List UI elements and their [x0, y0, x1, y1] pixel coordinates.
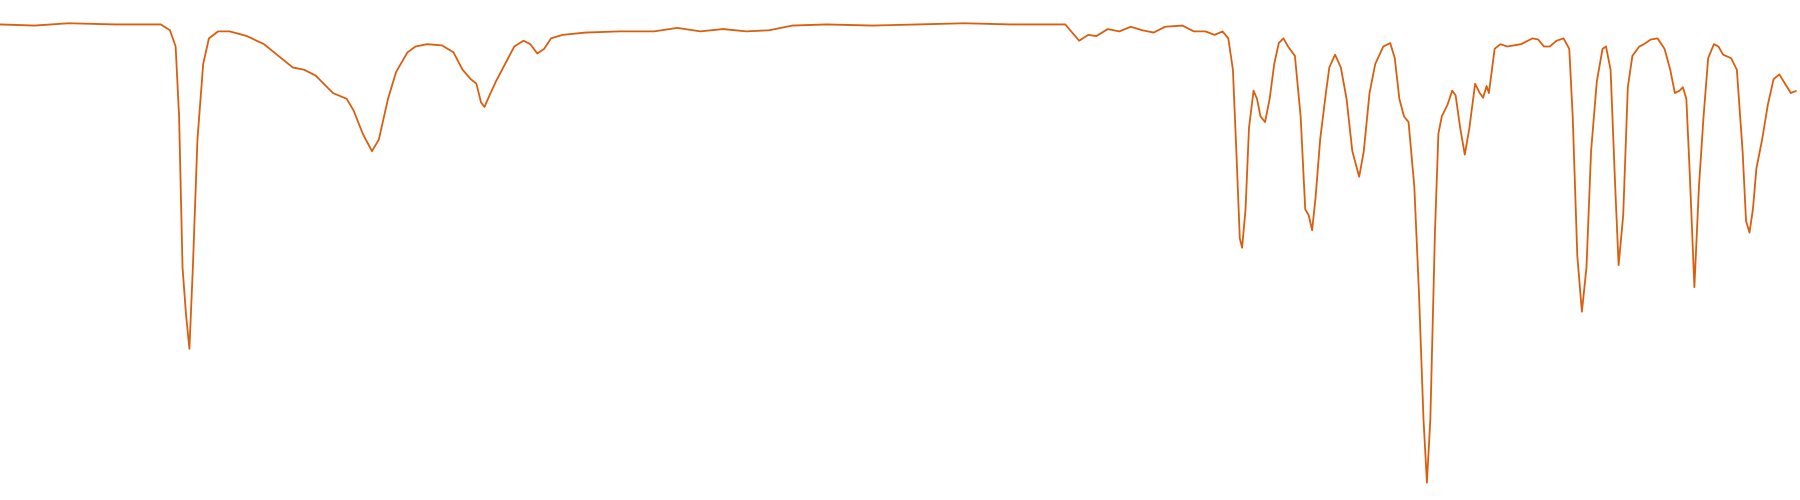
- spectrum-line: [0, 22, 1797, 484]
